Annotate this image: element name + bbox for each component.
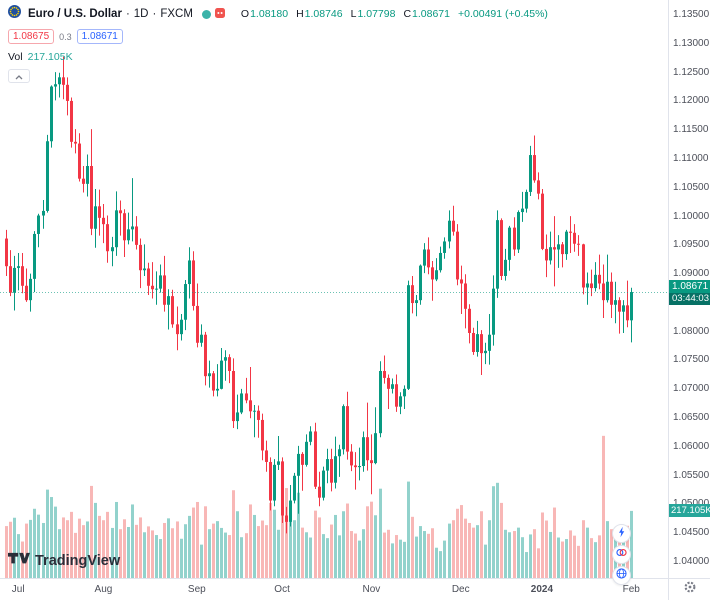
price-axis-label: 1.10000 <box>673 210 710 222</box>
last-price-tag: 1.08671 03:44:03 <box>669 280 710 305</box>
price-axis-label: 1.04000 <box>673 556 710 567</box>
legend-symbol-row: Euro / U.S. Dollar · 1D · FXCM O 1.08180 … <box>8 5 548 23</box>
separator-dot: · <box>125 8 130 20</box>
price-axis-label: 1.11500 <box>673 124 709 136</box>
price-axis-label: 1.07000 <box>673 383 710 395</box>
price-axis-label: 1.08000 <box>673 325 710 337</box>
symbol-title[interactable]: Euro / U.S. Dollar <box>28 8 122 20</box>
tradingview-logo-text: TradingView <box>35 552 121 569</box>
eu-flag-icon <box>8 5 21 23</box>
open-label: O <box>240 8 250 20</box>
time-axis-label: Dec <box>451 584 470 595</box>
price-axis-label: 1.09000 <box>673 268 710 280</box>
tradingview-logo[interactable]: TradingView <box>8 551 120 570</box>
spread-value: 0.3 <box>59 31 72 42</box>
price-axis-label: 1.11000 <box>673 152 709 164</box>
time-axis-label: Jul <box>11 584 25 595</box>
market-status-icon <box>201 9 211 19</box>
price-axis-label: 1.10500 <box>673 181 710 193</box>
time-axis-label: Feb <box>622 584 640 595</box>
time-axis-label: Aug <box>94 584 113 595</box>
time-axis-label: Sep <box>187 584 206 595</box>
time-axis-label: 2024 <box>530 584 554 595</box>
gear-icon <box>683 580 697 599</box>
time-axis[interactable]: Jul Aug Sep Oct Nov Dec 2024 Feb <box>0 578 668 600</box>
time-axis-label: Nov <box>362 584 381 595</box>
close-label: C <box>403 8 412 20</box>
chart-legend: Euro / U.S. Dollar · 1D · FXCM O 1.08180 … <box>8 5 548 83</box>
broker-badge-icon <box>214 5 225 23</box>
price-axis-label: 1.06000 <box>673 440 710 452</box>
low-value: 1.07798 <box>357 8 396 20</box>
brokers-button[interactable] <box>612 545 631 564</box>
price-axis-label: 1.12000 <box>673 95 710 107</box>
volume-study-value: 217.105K <box>27 51 73 63</box>
legend-status-icons <box>201 5 225 23</box>
close-value: 1.08671 <box>412 8 450 20</box>
legend-collapse-button[interactable] <box>8 69 30 83</box>
floating-toolbar <box>612 524 631 585</box>
lightning-icon <box>616 525 628 543</box>
price-axis-label: 1.07500 <box>673 354 710 366</box>
high-label: H <box>296 8 304 20</box>
high-value: 1.08746 <box>304 8 343 20</box>
price-axis-label: 1.12500 <box>673 66 710 78</box>
markets-globe-button[interactable] <box>612 566 631 585</box>
low-label: L <box>350 8 357 20</box>
tradingview-logo-icon <box>8 551 30 570</box>
price-axis[interactable]: 1.08671 03:44:03 217.105K 1.13500 1.13000… <box>668 0 710 578</box>
volume-study-row: Vol 217.105K <box>8 51 548 63</box>
time-axis-label: Oct <box>274 584 290 595</box>
chart-settings-button[interactable] <box>668 578 710 600</box>
price-axis-label: 1.13000 <box>673 37 710 49</box>
open-value: 1.08180 <box>250 8 289 20</box>
trade-buttons-row: 1.08675 0.3 1.08671 <box>8 29 548 44</box>
last-price-value: 1.08671 <box>669 280 710 293</box>
instant-trading-button[interactable] <box>612 524 631 543</box>
ohlc-readout: O 1.08180 H 1.08746 L 1.07798 C 1.08671 +0.0… <box>241 8 548 20</box>
price-axis-label: 1.05000 <box>673 498 709 509</box>
separator-dot: · <box>152 8 157 20</box>
chevron-up-icon <box>15 67 23 85</box>
volume-study-label: Vol <box>8 51 23 63</box>
price-axis-label: 1.06500 <box>673 412 710 424</box>
globe-icon <box>615 567 628 585</box>
price-axis-label: 1.13500 <box>673 9 710 20</box>
price-chart-canvas[interactable] <box>0 0 668 578</box>
volume-axis-tag: 217.105K <box>669 504 710 517</box>
bar-close-countdown: 03:44:03 <box>669 293 710 305</box>
exchange-label: FXCM <box>160 8 193 20</box>
overlapping-circles-icon <box>615 546 628 564</box>
buy-price-button[interactable]: 1.08671 <box>76 29 123 44</box>
price-axis-label: 1.05500 <box>673 469 710 481</box>
daily-change-value: +0.00491 (+0.45%) <box>458 8 548 20</box>
price-axis-label: 1.04500 <box>673 527 710 539</box>
price-axis-label: 1.09500 <box>673 239 710 251</box>
sell-price-button[interactable]: 1.08675 <box>8 29 55 44</box>
interval-label[interactable]: 1D <box>133 8 149 20</box>
